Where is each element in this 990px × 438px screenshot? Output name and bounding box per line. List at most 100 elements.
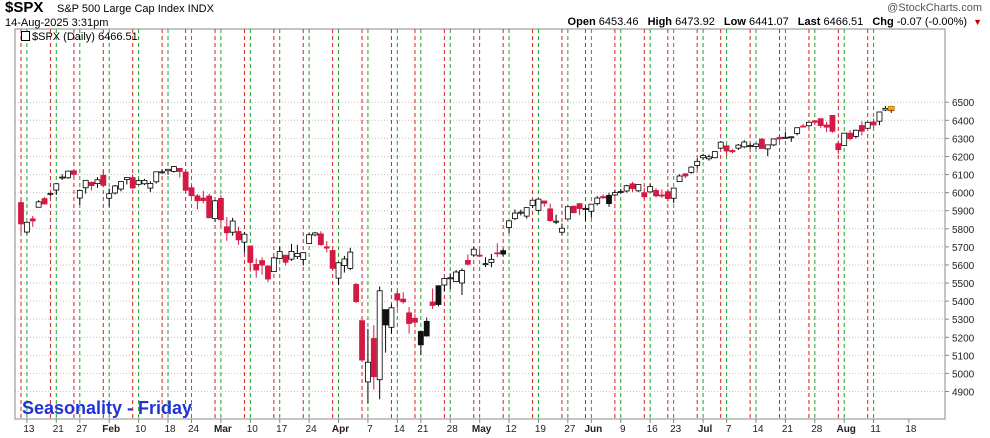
candle [664,189,671,202]
candle [129,174,136,190]
candle [582,206,589,222]
candle-body [500,250,507,255]
x-tick-label: 18 [905,424,917,435]
candle [35,200,42,208]
candle [576,202,583,216]
candle [729,148,736,154]
candle-body [188,187,195,197]
candle [517,209,524,216]
candle-body [694,160,701,166]
candle-body [82,179,89,189]
down-triangle-icon: ▼ [973,17,982,27]
candle [300,252,307,266]
weekday-lines [20,29,875,419]
candle [453,270,460,282]
candle-body [758,138,765,149]
candle [559,223,565,235]
candle [71,169,77,177]
candle-body [353,284,360,303]
candle [82,179,89,194]
x-tick-label: 18 [164,424,176,435]
candle [635,184,642,193]
x-tick-label: 14 [394,424,406,435]
candle [611,189,618,197]
candle-body [647,186,654,193]
candle [847,130,853,141]
candle [382,309,389,353]
candle-body [641,192,648,198]
chg-value: -0.07 (-0.00%) [896,16,968,28]
candle [523,207,530,219]
x-tick-label: 23 [670,424,682,435]
y-tick-label: 5800 [952,225,975,236]
x-tick-label: 24 [188,424,200,435]
y-tick-label: 5500 [952,279,975,290]
candle-body [535,198,542,211]
candle-body [523,207,530,217]
candle [335,262,342,286]
candle-body [47,192,54,195]
last-price-marker [887,105,895,111]
candle [564,206,571,220]
candle-body [564,206,571,220]
candle [870,118,877,128]
candle-body [129,177,136,189]
candle-body [176,167,183,172]
y-tick-label: 5700 [952,243,975,254]
y-tick-label: 5600 [952,261,975,272]
candle [288,243,295,261]
candle [235,226,242,245]
candle [529,199,536,208]
candle-body [864,121,871,129]
candle-body [482,263,489,266]
x-tick-label: 27 [76,424,88,435]
candle-body [300,252,307,260]
candle-body [453,271,460,282]
candle [617,188,624,194]
candle [623,184,630,193]
last-label: Last [797,16,821,28]
candle [147,181,154,193]
candle [135,179,142,185]
candle [706,154,712,161]
x-tick-label: 10 [135,424,147,435]
candle-body [700,155,706,159]
candle [18,199,24,234]
candle [206,193,213,219]
x-tick-label: 21 [782,424,794,435]
y-tick-label: 6300 [952,134,975,145]
candle [817,118,824,128]
candle-body [594,197,601,205]
candle [223,217,230,241]
candle-body [253,263,260,271]
x-tick-label: 19 [535,424,547,435]
candle [700,153,706,160]
candle [600,194,607,199]
candle-body [664,191,671,199]
candle-body [382,309,389,326]
candle-body [706,156,712,160]
candle-body [223,226,230,234]
x-tick-label: 16 [647,424,659,435]
candle-body [711,151,718,159]
candle-body [835,143,842,150]
candle-body [29,218,36,222]
x-tick-label: 21 [53,424,65,435]
candle-body [817,118,824,126]
candle [165,168,171,175]
x-tick-label: Jun [584,424,602,435]
y-tick-label: 5400 [952,297,975,308]
candle-body [559,227,565,233]
candle-body [147,182,154,189]
last-value: 6466.51 [823,16,864,28]
candle-body [829,115,836,132]
candle-body [100,174,107,186]
x-tick-label: 13 [23,424,35,435]
candle-body [617,191,624,193]
candle-body [35,201,42,208]
candle [588,203,595,218]
open-label: Open [567,16,596,28]
y-axis: 4900 5000 5100 5200 5300 5400 5500 5600 5700 5800… [945,98,975,399]
y-tick-label: 6200 [952,152,975,163]
